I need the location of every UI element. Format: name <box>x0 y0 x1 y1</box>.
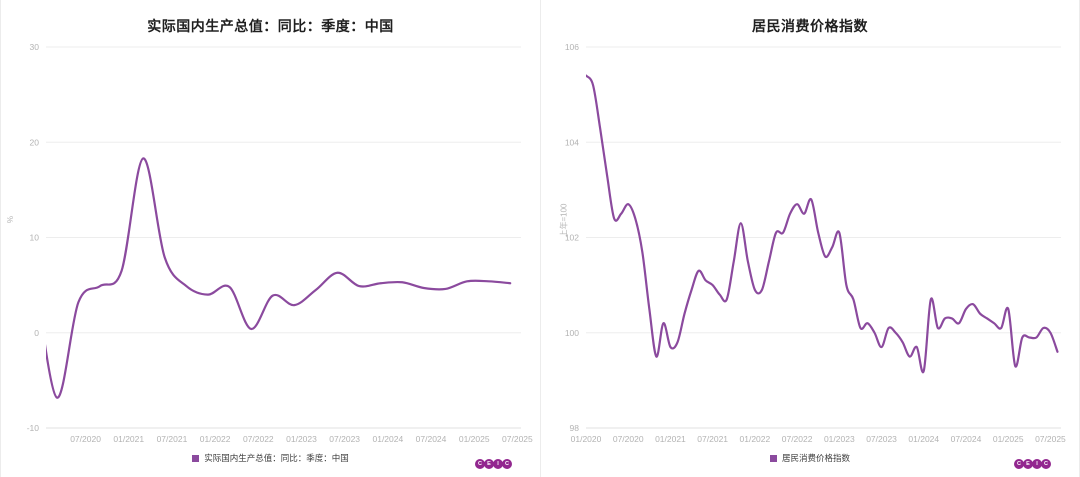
svg-text:01/2021: 01/2021 <box>655 434 686 444</box>
svg-text:01/2025: 01/2025 <box>993 434 1024 444</box>
legend: 实际国内生产总值：同比：季度：中国 <box>1 452 540 464</box>
svg-text:07/2021: 07/2021 <box>697 434 728 444</box>
svg-text:07/2022: 07/2022 <box>243 434 274 444</box>
svg-text:-10: -10 <box>27 423 40 433</box>
ceic-logo-letter: C <box>502 459 512 469</box>
chart-panel-gdp: 实际国内生产总值：同比：季度：中国 % 30 20 10 0 -10 07/2020 01/… <box>0 0 540 477</box>
svg-text:07/2024: 07/2024 <box>416 434 447 444</box>
ceic-logo-letter: E <box>1023 459 1033 469</box>
svg-text:30: 30 <box>30 42 40 52</box>
svg-text:07/2023: 07/2023 <box>866 434 897 444</box>
svg-text:07/2024: 07/2024 <box>951 434 982 444</box>
gdp-line-chart: 30 20 10 0 -10 07/2020 01/2021 07/2021 01/2022 07… <box>27 42 533 444</box>
ceic-logo-letter: C <box>1041 459 1051 469</box>
svg-text:01/2024: 01/2024 <box>372 434 403 444</box>
svg-text:100: 100 <box>565 328 579 338</box>
svg-text:104: 104 <box>565 137 579 147</box>
ceic-logo-letter: I <box>1032 459 1042 469</box>
svg-text:10: 10 <box>30 233 40 243</box>
ceic-logo-letter: C <box>475 459 485 469</box>
svg-text:07/2023: 07/2023 <box>329 434 360 444</box>
chart-title: 实际国内生产总值：同比：季度：中国 <box>147 18 394 34</box>
svg-text:20: 20 <box>30 137 40 147</box>
legend: 居民消费价格指数 <box>541 452 1079 464</box>
svg-text:01/2023: 01/2023 <box>824 434 855 444</box>
legend-swatch <box>769 454 777 462</box>
svg-text:01/2025: 01/2025 <box>459 434 490 444</box>
svg-text:98: 98 <box>570 423 580 433</box>
legend-label: 实际国内生产总值：同比：季度：中国 <box>204 453 349 463</box>
svg-text:07/2020: 07/2020 <box>70 434 101 444</box>
svg-text:07/2022: 07/2022 <box>782 434 813 444</box>
svg-text:01/2022: 01/2022 <box>740 434 771 444</box>
svg-text:07/2021: 07/2021 <box>157 434 188 444</box>
svg-text:01/2020: 01/2020 <box>571 434 602 444</box>
svg-text:0: 0 <box>34 328 39 338</box>
ceic-logo-letter: I <box>493 459 503 469</box>
svg-text:106: 106 <box>565 42 579 52</box>
ceic-logo-letter: C <box>1014 459 1024 469</box>
svg-text:01/2023: 01/2023 <box>286 434 317 444</box>
svg-text:07/2025: 07/2025 <box>1035 434 1066 444</box>
ceic-logo-letter: E <box>484 459 494 469</box>
chart-panel-cpi: 居民消费价格指数 上年=100 106 104 102 100 98 01/2020 07/… <box>540 0 1080 477</box>
svg-text:07/2020: 07/2020 <box>613 434 644 444</box>
svg-text:01/2022: 01/2022 <box>200 434 231 444</box>
svg-text:102: 102 <box>565 233 579 243</box>
chart-title: 居民消费价格指数 <box>752 18 868 34</box>
legend-label: 居民消费价格指数 <box>781 453 850 463</box>
svg-text:07/2025: 07/2025 <box>502 434 533 444</box>
legend-swatch <box>192 454 200 462</box>
svg-text:01/2024: 01/2024 <box>908 434 939 444</box>
svg-text:01/2021: 01/2021 <box>113 434 144 444</box>
